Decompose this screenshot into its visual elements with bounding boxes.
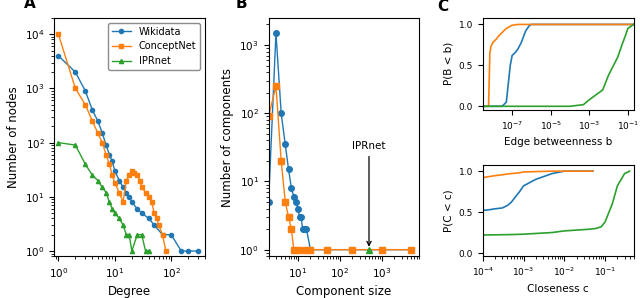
ConceptNet bbox=[94, 131, 102, 135]
Wikidata bbox=[159, 233, 166, 237]
Y-axis label: P(C < c): P(C < c) bbox=[443, 189, 453, 232]
Text: C: C bbox=[438, 0, 449, 13]
Wikidata bbox=[111, 169, 118, 173]
Wikidata bbox=[81, 89, 89, 93]
Text: B: B bbox=[236, 0, 247, 11]
IPRnet bbox=[111, 211, 118, 215]
Wikidata bbox=[106, 153, 113, 156]
ConceptNet bbox=[111, 181, 118, 185]
Wikidata bbox=[122, 191, 130, 194]
ConceptNet bbox=[88, 119, 96, 123]
ConceptNet bbox=[122, 179, 130, 182]
ConceptNet bbox=[108, 173, 116, 177]
ConceptNet bbox=[119, 200, 127, 204]
ConceptNet bbox=[54, 32, 62, 36]
ConceptNet bbox=[115, 191, 123, 194]
Wikidata bbox=[94, 119, 102, 123]
IPRnet bbox=[133, 233, 141, 237]
IPRnet bbox=[138, 233, 145, 237]
IPRnet bbox=[81, 162, 89, 166]
Wikidata bbox=[195, 249, 202, 253]
ConceptNet bbox=[72, 87, 79, 90]
Wikidata bbox=[138, 211, 145, 215]
IPRnet bbox=[119, 224, 127, 227]
IPRnet bbox=[115, 217, 123, 220]
Wikidata bbox=[115, 179, 123, 182]
IPRnet bbox=[141, 249, 149, 253]
ConceptNet bbox=[148, 200, 156, 204]
X-axis label: Component size: Component size bbox=[296, 285, 392, 298]
Legend: Wikidata, ConceptNet, IPRnet: Wikidata, ConceptNet, IPRnet bbox=[108, 23, 200, 70]
ConceptNet bbox=[99, 141, 106, 145]
Wikidata bbox=[125, 195, 133, 198]
ConceptNet bbox=[150, 211, 158, 215]
Text: IPRnet: IPRnet bbox=[352, 141, 386, 246]
IPRnet bbox=[54, 141, 62, 145]
ConceptNet bbox=[145, 195, 152, 198]
ConceptNet bbox=[102, 153, 110, 156]
Wikidata bbox=[108, 160, 116, 163]
Y-axis label: Number of components: Number of components bbox=[221, 68, 234, 207]
Line: ConceptNet: ConceptNet bbox=[56, 32, 168, 253]
IPRnet bbox=[125, 233, 133, 237]
ConceptNet bbox=[136, 179, 144, 182]
ConceptNet bbox=[162, 249, 170, 253]
IPRnet bbox=[108, 207, 116, 211]
X-axis label: Closeness c: Closeness c bbox=[527, 284, 589, 294]
Y-axis label: P(B < b): P(B < b) bbox=[443, 42, 453, 85]
Wikidata bbox=[150, 224, 158, 227]
ConceptNet bbox=[141, 191, 149, 194]
Text: A: A bbox=[24, 0, 36, 11]
IPRnet bbox=[106, 200, 113, 204]
ConceptNet bbox=[125, 173, 133, 177]
IPRnet bbox=[94, 179, 102, 182]
IPRnet bbox=[122, 233, 130, 237]
Wikidata bbox=[88, 108, 96, 112]
IPRnet bbox=[128, 249, 136, 253]
Wikidata bbox=[99, 131, 106, 135]
Wikidata bbox=[102, 143, 110, 147]
Wikidata bbox=[54, 54, 62, 58]
ConceptNet bbox=[138, 185, 145, 189]
Wikidata bbox=[177, 249, 185, 253]
ConceptNet bbox=[153, 217, 161, 220]
ConceptNet bbox=[155, 224, 163, 227]
Wikidata bbox=[72, 70, 79, 74]
ConceptNet bbox=[133, 173, 141, 177]
IPRnet bbox=[145, 249, 152, 253]
Wikidata bbox=[145, 217, 152, 220]
ConceptNet bbox=[131, 171, 138, 174]
Line: IPRnet: IPRnet bbox=[56, 141, 151, 253]
ConceptNet bbox=[128, 169, 136, 173]
IPRnet bbox=[88, 173, 96, 177]
IPRnet bbox=[102, 191, 110, 194]
Wikidata bbox=[133, 207, 141, 211]
Wikidata bbox=[128, 200, 136, 204]
Y-axis label: Number of nodes: Number of nodes bbox=[6, 86, 20, 188]
Wikidata bbox=[184, 249, 192, 253]
IPRnet bbox=[72, 143, 79, 147]
Wikidata bbox=[168, 233, 175, 237]
X-axis label: Edge betweenness b: Edge betweenness b bbox=[504, 137, 612, 147]
ConceptNet bbox=[106, 162, 113, 166]
Line: Wikidata: Wikidata bbox=[56, 54, 200, 253]
IPRnet bbox=[99, 185, 106, 189]
X-axis label: Degree: Degree bbox=[108, 285, 152, 298]
Wikidata bbox=[119, 185, 127, 189]
ConceptNet bbox=[159, 233, 166, 237]
ConceptNet bbox=[81, 103, 89, 106]
